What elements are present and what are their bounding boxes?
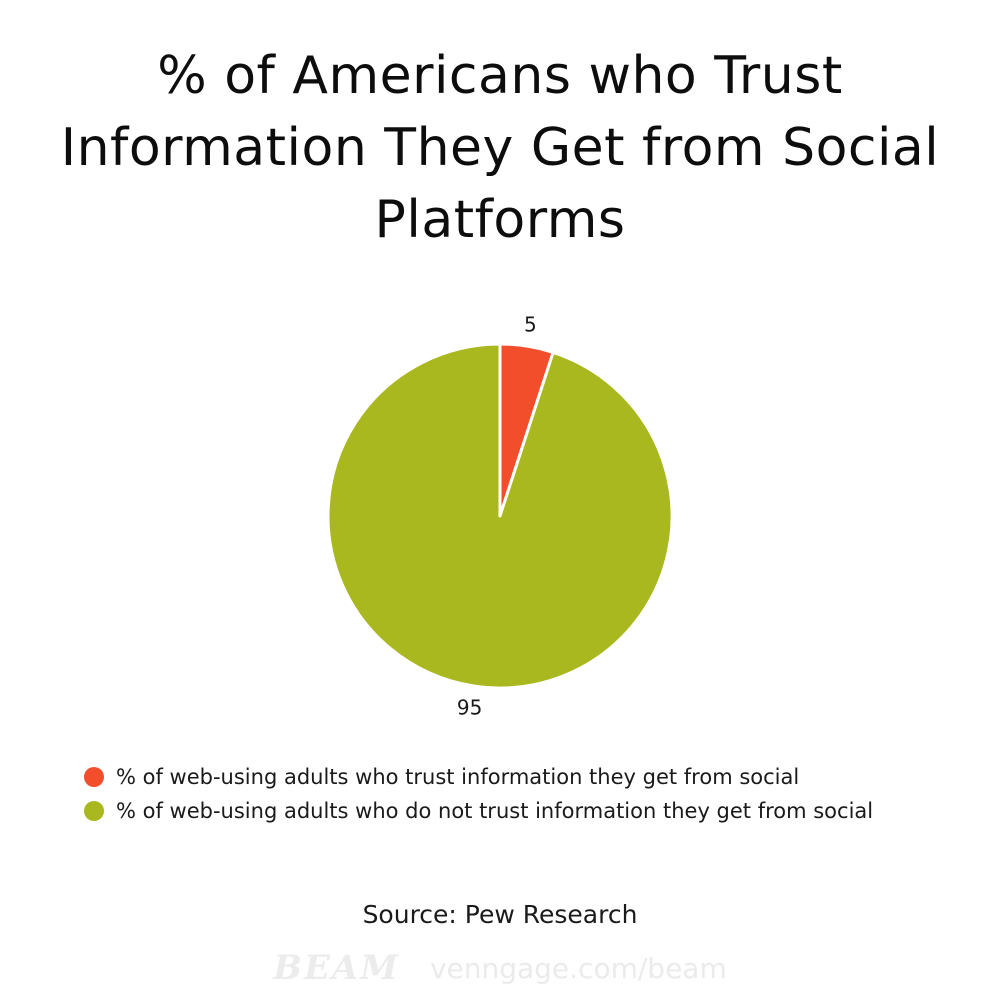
legend-item-trust: % of web-using adults who trust informat… [84,760,964,794]
legend-label-trust: % of web-using adults who trust informat… [116,765,800,789]
legend-swatch-not-trust [84,801,104,821]
legend-label-not-trust: % of web-using adults who do not trust i… [116,799,874,823]
chart-title: % of Americans who Trust Information The… [60,46,940,250]
pie-slice-labels: 5 95 [457,312,537,719]
pie-slices [326,342,674,690]
chart-legend: % of web-using adults who trust informat… [84,760,964,828]
legend-item-not-trust: % of web-using adults who do not trust i… [84,794,964,828]
source-note: Source: Pew Research [362,900,638,929]
watermark-url: venngage.com/beam [429,951,727,985]
slice-label-trust: 5 [524,312,537,336]
watermark-logo: BEAM [273,948,400,988]
legend-swatch-trust [84,767,104,787]
watermark: BEAM venngage.com/beam [0,948,1000,988]
slice-label-not-trust: 95 [457,696,482,720]
pie-slice-not-trust [326,342,674,690]
